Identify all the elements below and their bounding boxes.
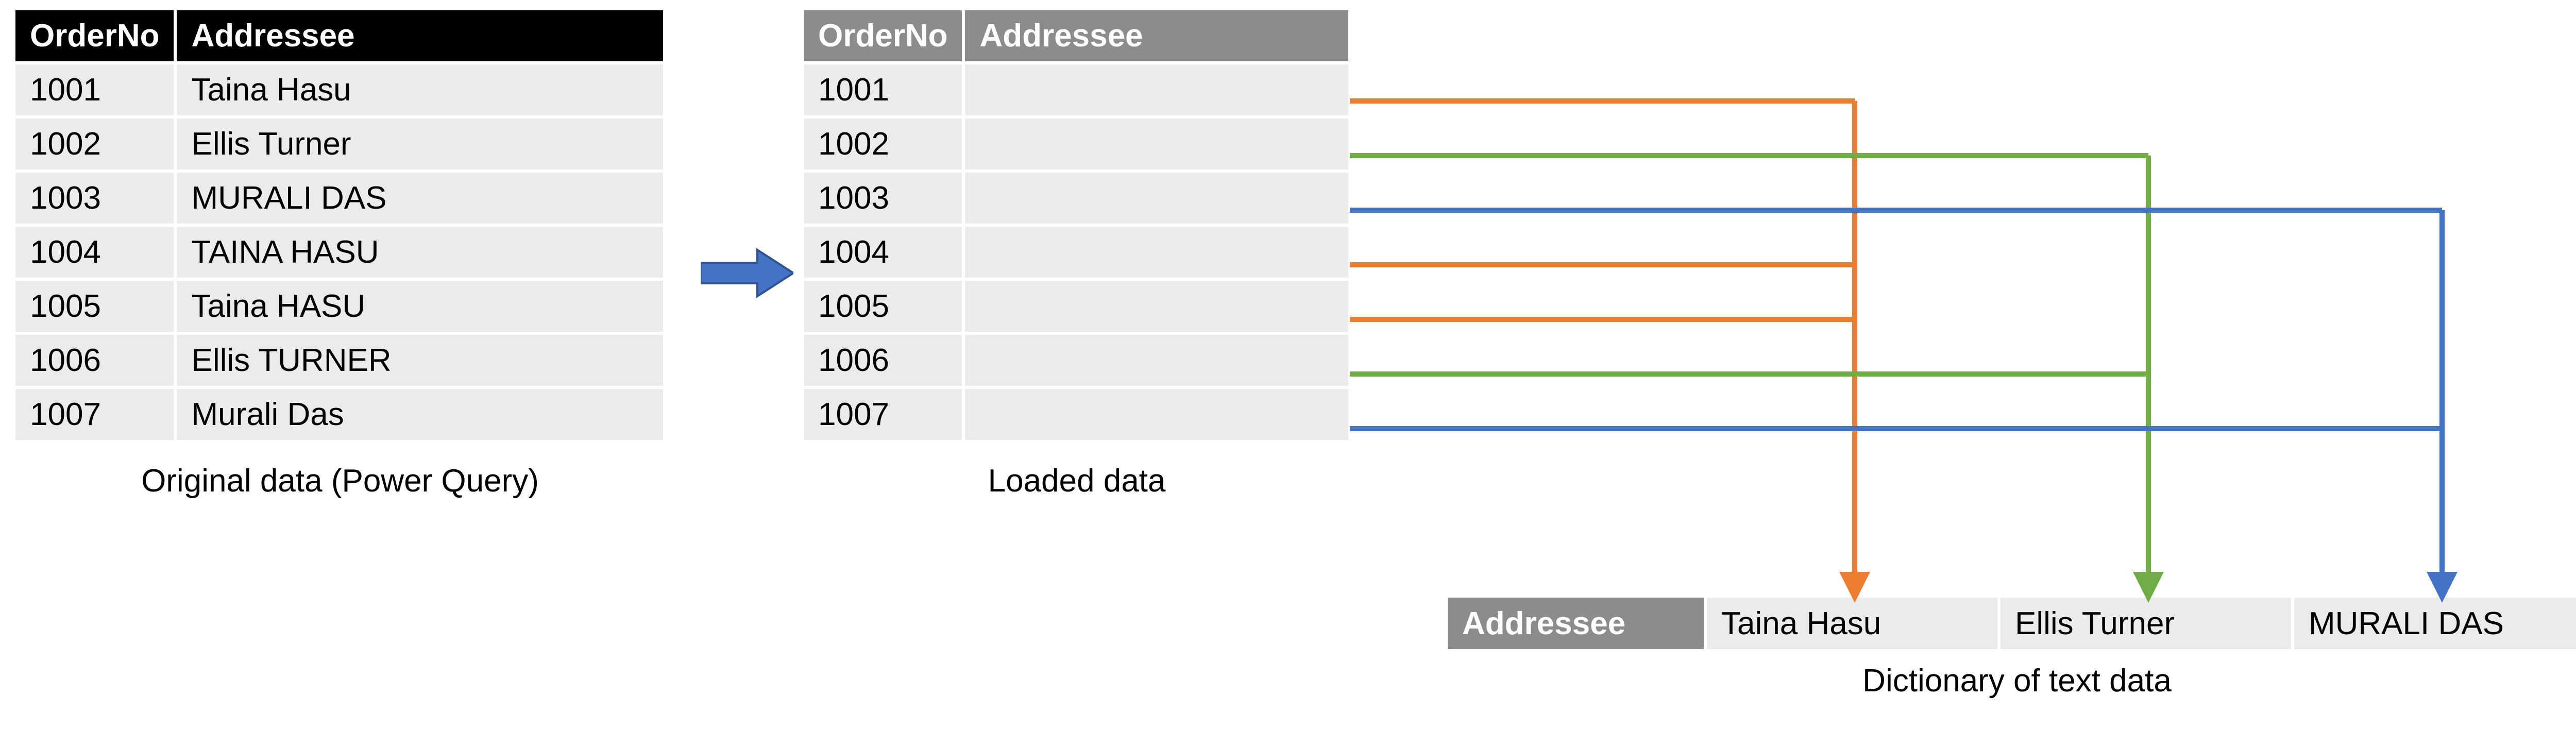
table-cell: TAINA HASU [175,225,665,279]
table-cell: 1006 [804,333,963,387]
table-cell: 1005 [15,279,175,333]
original-data-table: OrderNoAddressee1001Taina Hasu1002Ellis … [15,10,666,443]
table-cell: Taina Hasu [175,63,665,117]
table-row: 1002 [804,117,1350,171]
table-cell: 1001 [804,63,963,117]
column-header: OrderNo [804,10,963,63]
table-cell [963,387,1350,442]
table-cell [963,171,1350,225]
dict-header: Addressee [1448,598,1705,649]
table-row: 1007Murali Das [15,387,665,442]
original-caption: Original data (Power Query) [15,463,665,499]
dict-value: MURALI DAS [2293,598,2576,649]
table-cell: 1007 [15,387,175,442]
table-cell: 1001 [15,63,175,117]
dict-value: Ellis Turner [1999,598,2293,649]
table-row: 1005Taina HASU [15,279,665,333]
column-header: OrderNo [15,10,175,63]
table-cell: 1004 [804,225,963,279]
table-row: 1004TAINA HASU [15,225,665,279]
table-cell: 1002 [15,117,175,171]
table-cell: 1003 [15,171,175,225]
column-header: Addressee [175,10,665,63]
table-row: 1001Taina Hasu [15,63,665,117]
table-row: 1004 [804,225,1350,279]
table-cell [963,333,1350,387]
dict-value: Taina Hasu [1705,598,1999,649]
dictionary-table: AddresseeTaina HasuEllis TurnerMURALI DA… [1448,598,2576,649]
table-row: 1005 [804,279,1350,333]
table-cell: Murali Das [175,387,665,442]
table-cell: Ellis TURNER [175,333,665,387]
table-row: 1003 [804,171,1350,225]
table-cell: 1005 [804,279,963,333]
arrow-icon [701,247,793,301]
table-row: 1002Ellis Turner [15,117,665,171]
table-cell [963,117,1350,171]
table-cell: 1004 [15,225,175,279]
loaded-caption: Loaded data [804,463,1350,499]
diagram-canvas: OrderNoAddressee1001Taina Hasu1002Ellis … [0,0,2576,747]
table-cell: 1007 [804,387,963,442]
table-row: 1003MURALI DAS [15,171,665,225]
table-row: 1006 [804,333,1350,387]
table-cell: Taina HASU [175,279,665,333]
table-cell [963,63,1350,117]
table-cell: 1003 [804,171,963,225]
table-row: 1001 [804,63,1350,117]
table-cell: 1006 [15,333,175,387]
table-cell [963,279,1350,333]
table-cell: Ellis Turner [175,117,665,171]
dictionary-caption: Dictionary of text data [1448,663,2576,699]
table-cell: MURALI DAS [175,171,665,225]
loaded-data-table: OrderNoAddressee1001 1002 1003 1004 1005… [804,10,1351,443]
table-cell: 1002 [804,117,963,171]
table-row: 1006Ellis TURNER [15,333,665,387]
table-cell [963,225,1350,279]
table-row: 1007 [804,387,1350,442]
column-header: Addressee [963,10,1350,63]
